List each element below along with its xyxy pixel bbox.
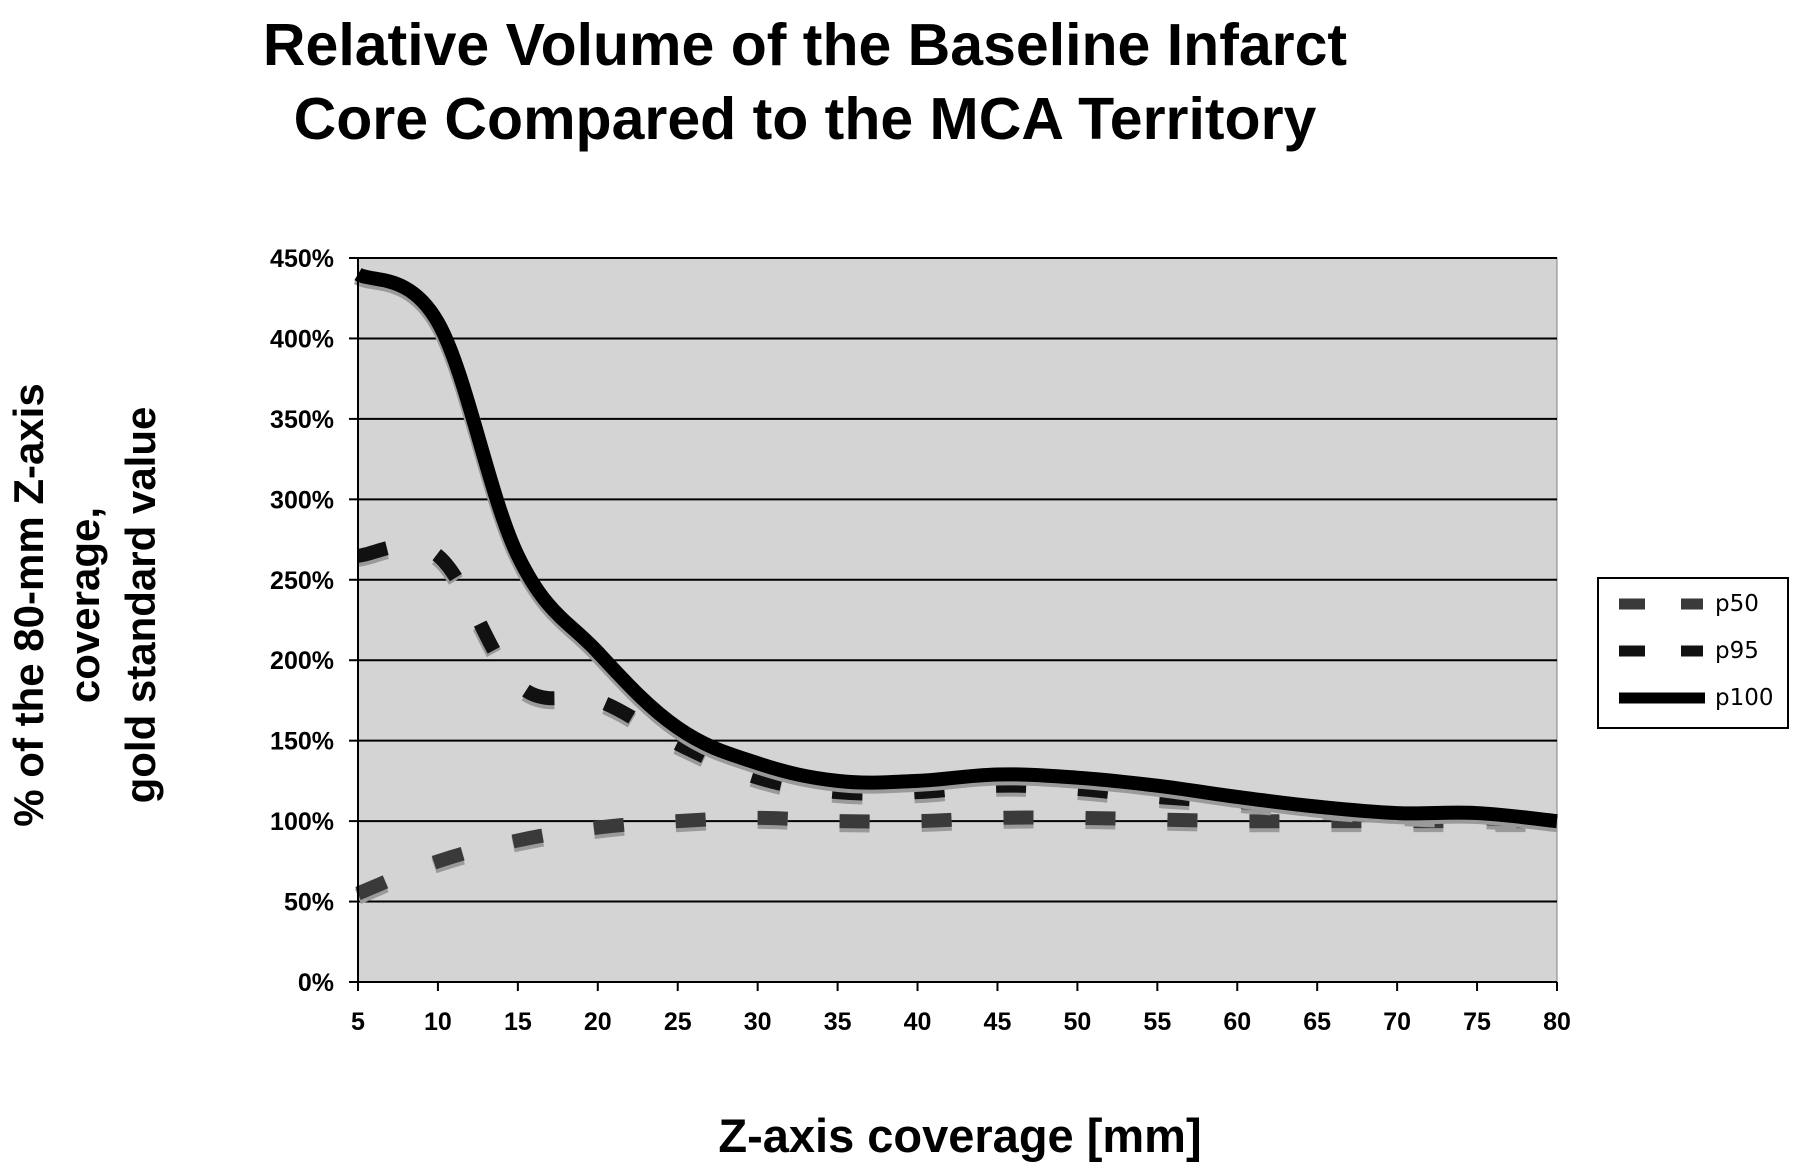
x-axis-ticks: 5 10 15 20 25 30 35 40 45 50 55 60 65 70 75 80 <box>351 982 1571 1036</box>
legend-swatch-p50 <box>1619 598 1703 610</box>
y-axis-label-line-1: % of the 80-mm Z-axis <box>5 383 52 827</box>
plot-area <box>357 257 1558 983</box>
series-line-p100 <box>354 267 1558 829</box>
legend-swatch-p95 <box>1619 645 1703 657</box>
x-tick-label-30: 30 <box>744 1008 772 1036</box>
y-tick-label-100: 100% <box>270 808 334 836</box>
legend-swatch-p100 <box>1619 692 1705 704</box>
y-axis-label-line-2: coverage, <box>61 506 108 704</box>
series-p50 <box>354 810 1557 904</box>
x-tick-label-60: 60 <box>1223 1008 1251 1036</box>
x-tick-label-40: 40 <box>904 1008 932 1036</box>
y-tick-label-400: 400% <box>270 325 334 353</box>
legend: p50 p95 p100 <box>1597 577 1789 729</box>
gridlines <box>358 257 1557 903</box>
x-tick-label-80: 80 <box>1543 1008 1571 1036</box>
plot-background <box>357 257 1558 983</box>
x-tick-label-70: 70 <box>1383 1008 1411 1036</box>
x-tick-label-55: 55 <box>1143 1008 1171 1036</box>
x-tick-label-45: 45 <box>984 1008 1012 1036</box>
chart-title: Relative Volume of the Baseline Infarct … <box>0 8 1610 156</box>
series-layer <box>353 267 1558 904</box>
x-tick-label-75: 75 <box>1463 1008 1491 1036</box>
legend-item-p95: p95 <box>1611 631 1787 671</box>
x-tick-label-65: 65 <box>1303 1008 1331 1036</box>
y-tick-label-0: 0% <box>298 969 334 997</box>
chart-title-line-1: Relative Volume of the Baseline Infarct <box>262 12 1348 78</box>
legend-label-p100: p100 <box>1715 685 1774 711</box>
y-tick-label-300: 300% <box>270 486 334 514</box>
x-axis-label: Z-axis coverage [mm] <box>718 1109 1202 1162</box>
chart-title-line-2: Core Compared to the MCA Territory <box>293 86 1317 152</box>
y-tick-label-200: 200% <box>270 647 334 675</box>
legend-item-p50: p50 <box>1611 584 1787 624</box>
y-tick-label-150: 150% <box>270 728 334 756</box>
y-axis-ticks: 0% 50% 100% 150% 200% 250% 300% 350% 400% 450% <box>270 245 358 997</box>
legend-label-p50: p50 <box>1715 591 1759 617</box>
y-axis-label-line-3: gold standard value <box>117 406 164 804</box>
x-tick-label-5: 5 <box>351 1008 365 1036</box>
x-tick-label-10: 10 <box>424 1008 452 1036</box>
x-tick-label-50: 50 <box>1063 1008 1091 1036</box>
x-tick-label-15: 15 <box>504 1008 532 1036</box>
y-tick-label-250: 250% <box>270 567 334 595</box>
legend-label-p95: p95 <box>1715 638 1759 664</box>
axes <box>357 258 1557 983</box>
y-tick-label-350: 350% <box>270 406 334 434</box>
x-tick-label-25: 25 <box>664 1008 692 1036</box>
y-tick-label-50: 50% <box>284 889 334 917</box>
x-tick-label-35: 35 <box>824 1008 852 1036</box>
legend-item-p100: p100 <box>1611 678 1787 718</box>
series-line-p50 <box>355 810 1557 901</box>
series-p100 <box>353 267 1558 833</box>
x-tick-label-20: 20 <box>584 1008 612 1036</box>
y-tick-label-450: 450% <box>270 245 334 273</box>
